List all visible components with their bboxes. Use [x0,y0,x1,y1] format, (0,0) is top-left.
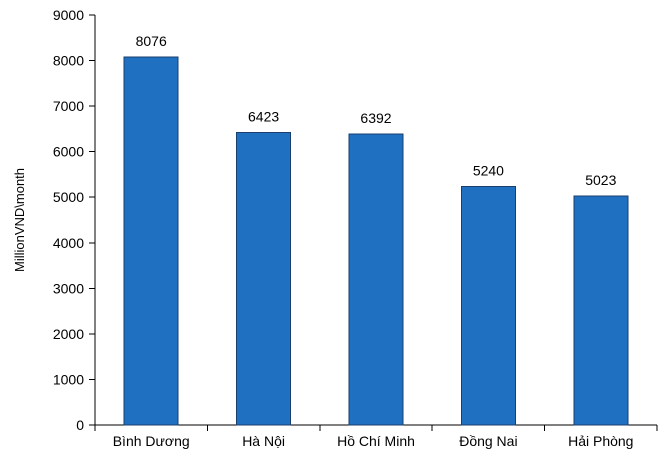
bar-value-label: 6423 [248,108,279,124]
y-tick-label: 4000 [53,235,84,251]
x-tick-label: Hồ Chí Minh [337,433,415,449]
bar [123,56,179,426]
bar [460,185,516,426]
bar-value-label: 6392 [360,110,391,126]
x-tick-label: Hà Nội [242,433,285,449]
bar-value-label: 8076 [136,33,167,49]
y-tick-label: 7000 [53,98,84,114]
y-axis-title: MillionVND\month [12,168,27,272]
bars-group [123,56,629,426]
y-tick-label: 9000 [53,7,84,23]
bar-value-label: 5240 [473,162,504,178]
y-tick-label: 8000 [53,53,84,69]
y-tick-label: 1000 [53,371,84,387]
x-tick-label: Đồng Nai [459,433,517,449]
bar-value-label: 5023 [585,172,616,188]
x-tick-label: Bình Dương [113,433,190,449]
y-tick-label: 3000 [53,280,84,296]
y-tick-label: 0 [76,417,84,433]
bar [236,131,292,426]
value-labels-group: 8076 6423 6392 5240 5023 [136,33,617,188]
bar [348,133,404,426]
y-tick-label: 2000 [53,326,84,342]
y-tick-label: 5000 [53,189,84,205]
x-tick-label: Hải Phòng [568,433,633,449]
bar [573,195,629,426]
y-axis: 0 1000 2000 3000 4000 5000 6000 7000 8000 9000 [53,7,96,433]
y-tick-label: 6000 [53,144,84,160]
x-axis: Bình Dương Hà Nội Hồ Chí Minh Đồng Nai Hải P… [94,424,658,449]
